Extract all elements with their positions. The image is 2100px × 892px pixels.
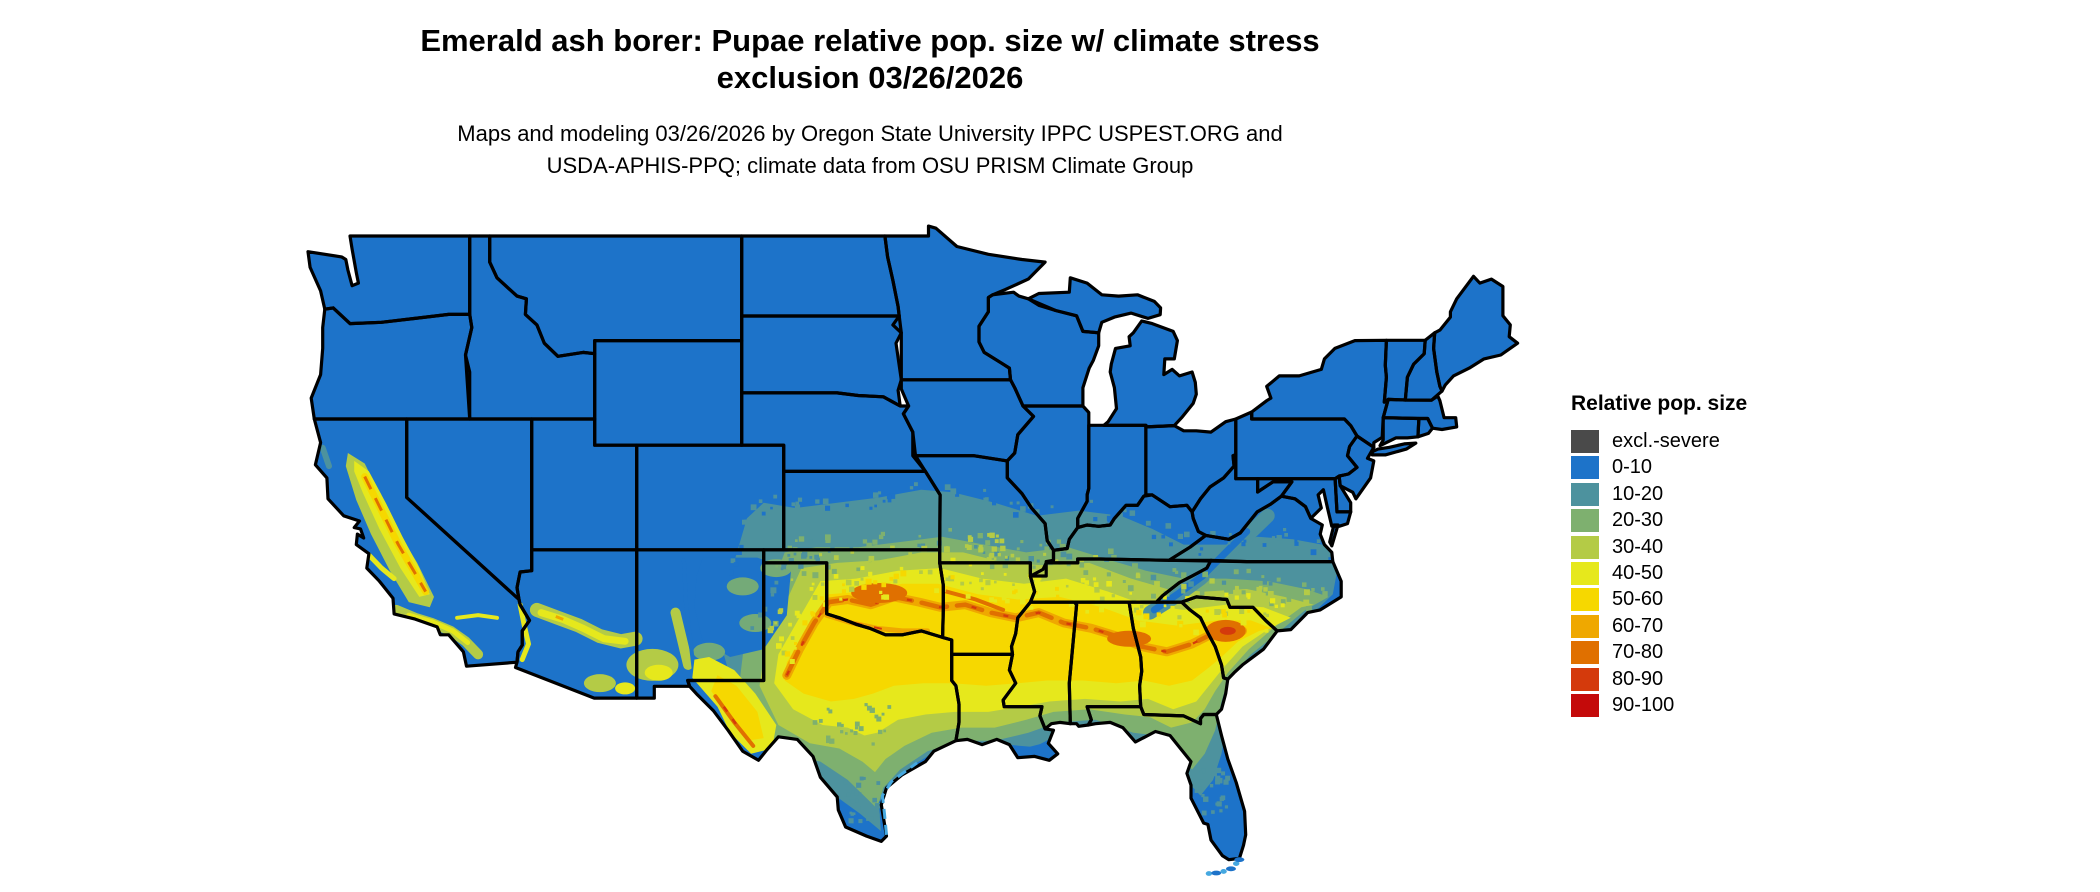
figure-title-line1: Emerald ash borer: Pupae relative pop. s… bbox=[420, 23, 1320, 58]
legend-items: excl.-severe 0-10 10-20 20-30 30-40 40-50 50-6… bbox=[1571, 430, 1747, 717]
figure-subtitle-line1: Maps and modeling 03/26/2026 by Oregon S… bbox=[457, 121, 1283, 146]
legend-item-label: 50-60 bbox=[1612, 588, 1664, 611]
legend-swatch bbox=[1571, 641, 1599, 665]
legend: Relative pop. size excl.-severe 0-10 10-20… bbox=[1571, 392, 1747, 720]
legend-item: 60-70 bbox=[1571, 614, 1747, 638]
legend-item-label: 0-10 bbox=[1612, 456, 1653, 479]
legend-title: Relative pop. size bbox=[1571, 392, 1748, 415]
legend-item: 70-80 bbox=[1571, 641, 1747, 665]
legend-item: excl.-severe bbox=[1571, 430, 1747, 453]
legend-item: 20-30 bbox=[1571, 509, 1747, 533]
legend-item: 40-50 bbox=[1571, 561, 1747, 585]
legend-item-label: 10-20 bbox=[1612, 482, 1664, 505]
legend-item: 10-20 bbox=[1571, 482, 1747, 506]
legend-swatch bbox=[1571, 509, 1599, 533]
legend-swatch bbox=[1571, 588, 1599, 612]
figure-title-line2: exclusion 03/26/2026 bbox=[716, 60, 1024, 95]
legend-item-label: 70-80 bbox=[1612, 641, 1664, 664]
legend-swatch bbox=[1571, 456, 1599, 480]
legend-swatch bbox=[1571, 614, 1599, 638]
legend-item-label: 20-30 bbox=[1612, 509, 1664, 532]
legend-item: 30-40 bbox=[1571, 535, 1747, 559]
figure-subtitle: Maps and modeling 03/26/2026 by Oregon S… bbox=[0, 118, 1740, 182]
legend-swatch bbox=[1571, 667, 1599, 691]
legend-swatch bbox=[1571, 561, 1599, 585]
legend-item-label: 30-40 bbox=[1612, 535, 1664, 558]
legend-swatch bbox=[1571, 430, 1599, 453]
legend-swatch bbox=[1571, 482, 1599, 506]
legend-item: 90-100 bbox=[1571, 693, 1747, 717]
figure-title: Emerald ash borer: Pupae relative pop. s… bbox=[0, 22, 1740, 96]
legend-item: 0-10 bbox=[1571, 456, 1747, 480]
legend-swatch bbox=[1571, 693, 1599, 717]
legend-item-label: 80-90 bbox=[1612, 667, 1664, 690]
legend-item-label: 60-70 bbox=[1612, 614, 1664, 637]
legend-item: 80-90 bbox=[1571, 667, 1747, 691]
legend-item-label: 90-100 bbox=[1612, 693, 1675, 716]
legend-item-label: excl.-severe bbox=[1612, 430, 1720, 452]
legend-swatch bbox=[1571, 535, 1599, 559]
legend-item-label: 40-50 bbox=[1612, 561, 1664, 584]
legend-item: 50-60 bbox=[1571, 588, 1747, 612]
figure-subtitle-line2: USDA-APHIS-PPQ; climate data from OSU PR… bbox=[546, 153, 1194, 178]
